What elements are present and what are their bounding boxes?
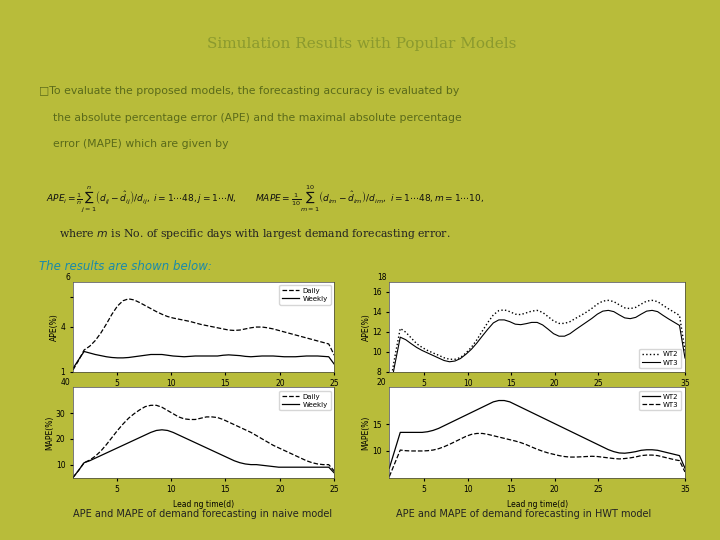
Text: error (MAPE) which are given by: error (MAPE) which are given by [39,139,228,150]
Text: 18: 18 [377,273,387,282]
X-axis label: Lead ng time(d): Lead ng time(d) [507,394,567,403]
Text: $APE_i = \frac{1}{n}\sum_{j=1}^{n}\left(d_{ij}-\hat{d}_{ij}\right)/d_{ij},\ i=1\: $APE_i = \frac{1}{n}\sum_{j=1}^{n}\left(… [45,184,484,214]
Text: The results are shown below:: The results are shown below: [39,260,212,273]
Text: 40: 40 [60,379,71,388]
Text: □To evaluate the proposed models, the forecasting accuracy is evaluated by: □To evaluate the proposed models, the fo… [39,86,459,96]
X-axis label: Lead ng time(d): Lead ng time(d) [173,394,234,403]
Text: Simulation Results with Popular Models: Simulation Results with Popular Models [207,37,516,51]
Y-axis label: APE(%): APE(%) [50,313,59,341]
Text: APE and MAPE of demand forecasting in HWT model: APE and MAPE of demand forecasting in HW… [396,509,652,518]
Y-axis label: MAPE(%): MAPE(%) [45,415,54,450]
Text: 20: 20 [377,379,387,388]
Legend: WT2, WT3: WT2, WT3 [639,391,682,410]
X-axis label: Lead ng time(d): Lead ng time(d) [173,500,234,509]
X-axis label: Lead ng time(d): Lead ng time(d) [507,500,567,509]
Y-axis label: APE(%): APE(%) [361,313,371,341]
Text: APE and MAPE of demand forecasting in naive model: APE and MAPE of demand forecasting in na… [73,509,332,518]
Legend: Daily, Weekly: Daily, Weekly [279,391,330,410]
Legend: WT2, WT3: WT2, WT3 [639,349,682,368]
Text: 6: 6 [66,273,71,282]
Y-axis label: MAPE(%): MAPE(%) [361,415,371,450]
Text: the absolute percentage error (APE) and the maximal absolute percentage: the absolute percentage error (APE) and … [39,112,462,123]
Text: where $\mathit{m}$ is No. of specific days with largest demand forecasting error: where $\mathit{m}$ is No. of specific da… [59,227,451,241]
Legend: Daily, Weekly: Daily, Weekly [279,285,330,305]
